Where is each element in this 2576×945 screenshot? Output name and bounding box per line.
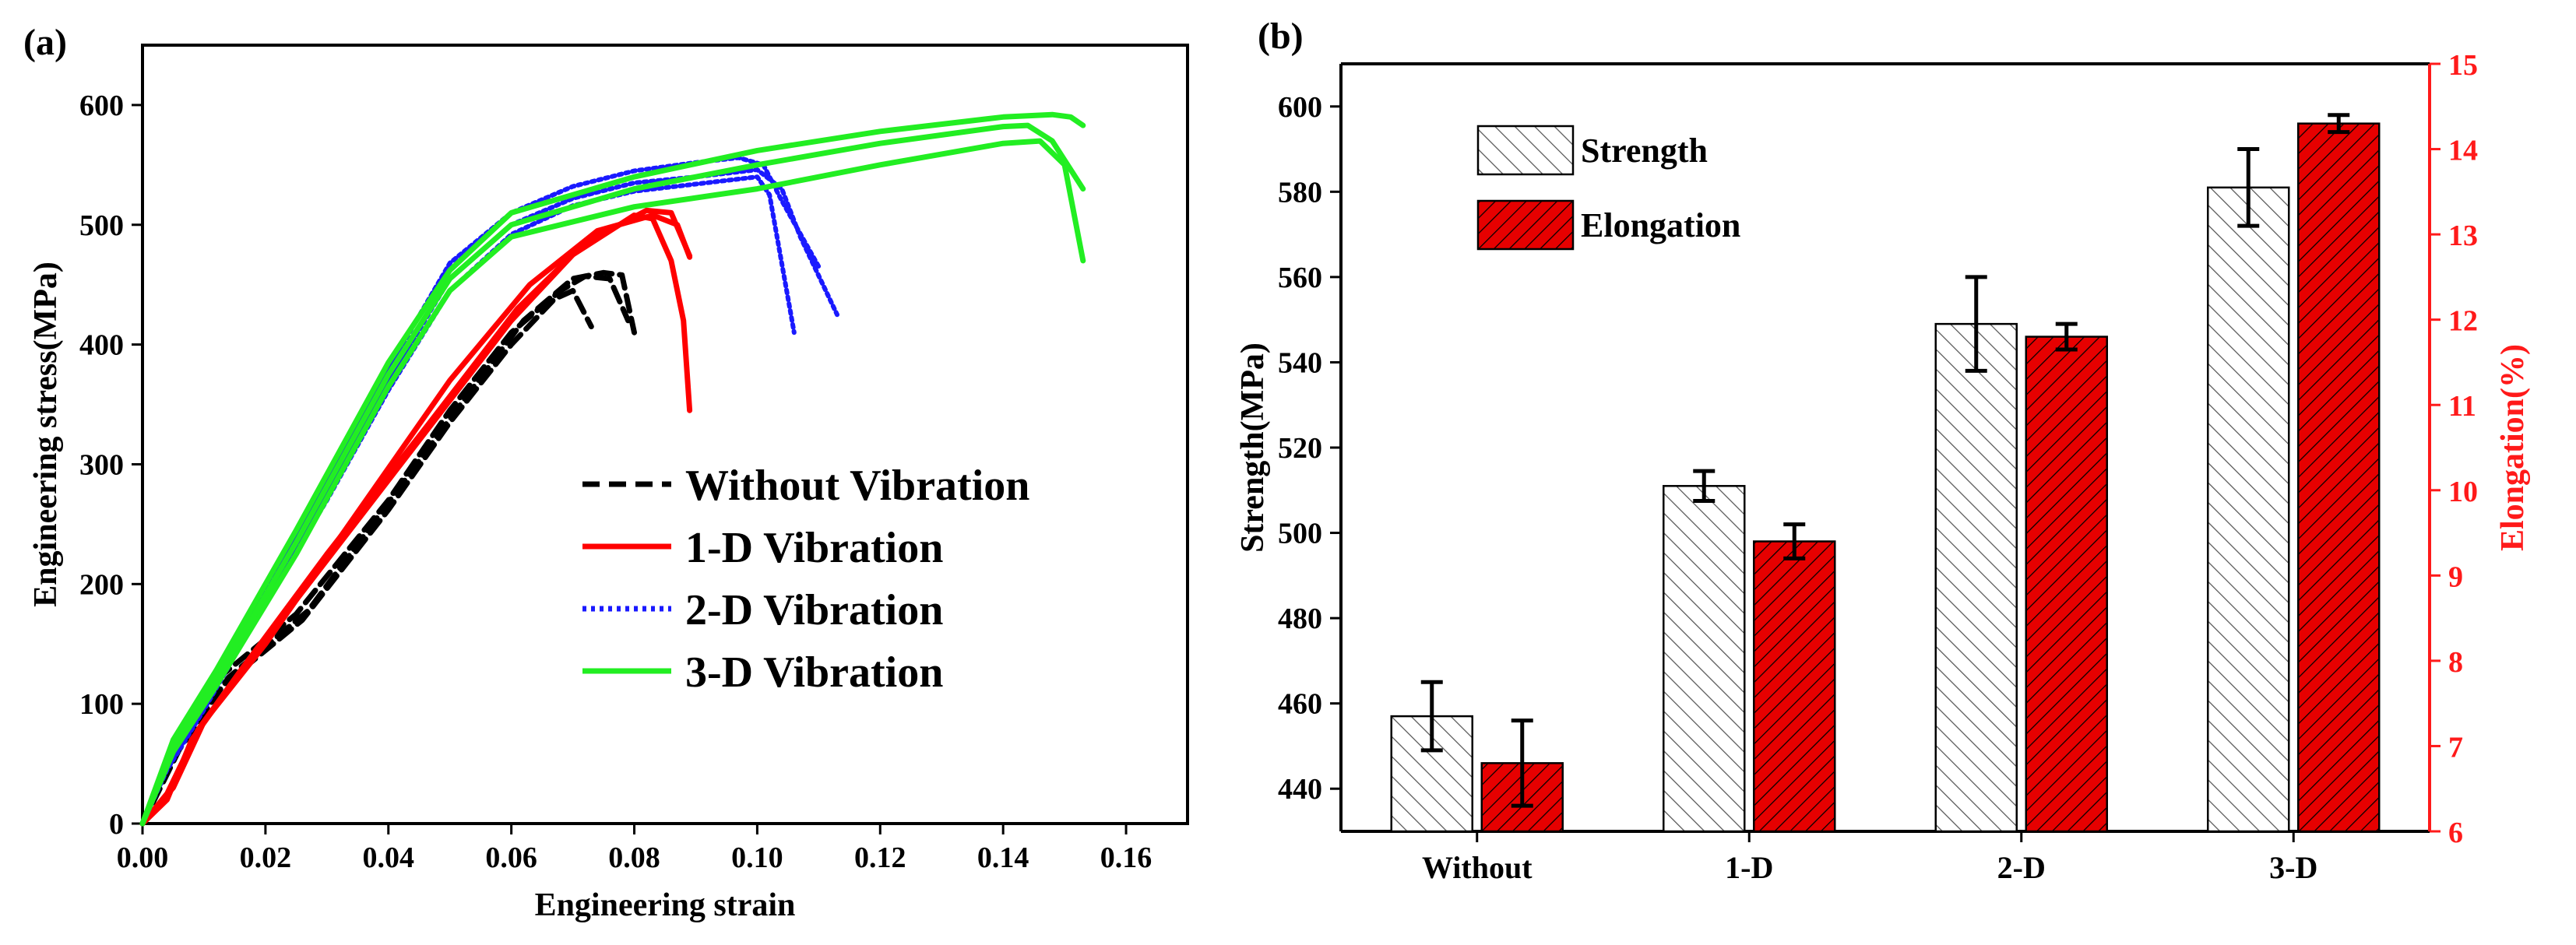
- y-axis-label-a: Engineering stress(MPa): [28, 262, 64, 607]
- x-tick-label-a: 0.12: [854, 841, 906, 874]
- x-tick-label-a: 0.06: [485, 841, 537, 874]
- y-tick-label-a: 200: [79, 568, 124, 601]
- legend-label-b: Strength: [1581, 132, 1708, 170]
- x-tick-label-a: 0.10: [731, 841, 783, 874]
- plot-frame-a: [141, 44, 1189, 825]
- panel-a-curves: [139, 111, 1086, 827]
- legend-label-a: 1-D Vibration: [685, 524, 943, 572]
- errorbar-elongation-1-d: [1783, 522, 1806, 560]
- x-axis-label-a: Engineering strain: [535, 887, 796, 923]
- y2-tick-label-b: 14: [2448, 135, 2478, 167]
- errorbar-elongation-2-d: [2055, 321, 2078, 352]
- y-tick-label-a: 400: [79, 329, 124, 362]
- curve-without-vibration-2: [139, 287, 594, 827]
- y-tick-label-b: 440: [1278, 773, 1322, 806]
- panel-b-axes: 440 460 480 500 520 540 560 580 600 6 7 8 9 10 11 12 13 1…: [1235, 49, 2531, 885]
- curve-without-vibration-3: [139, 269, 637, 827]
- bar-elongation-1-d: [1753, 540, 1836, 833]
- y-tick-label-b: 480: [1278, 602, 1322, 635]
- errorbar-strength-3-d: [2237, 147, 2260, 228]
- x-tick-label-a: 0.00: [117, 841, 169, 874]
- x-tick-label-a: 0.16: [1100, 841, 1153, 874]
- y2-tick-label-b: 8: [2448, 646, 2463, 679]
- curve-without-vibration-1: [139, 273, 632, 827]
- y2-tick-label-b: 10: [2448, 476, 2478, 508]
- curve-3-d-vibration-3: [139, 111, 1086, 827]
- errorbar-elongation-3-d: [2328, 113, 2350, 135]
- y2-tick-label-b: 7: [2448, 731, 2463, 764]
- y-tick-label-a: 0: [109, 808, 124, 841]
- panel-b-bars: [1390, 113, 2381, 833]
- bar-strength-2-d: [1934, 322, 2018, 833]
- errorbar-strength-2-d: [1965, 275, 1987, 373]
- x-tick-label-b: 2-D: [1997, 850, 2046, 885]
- errorbar-strength-without: [1420, 680, 1443, 753]
- legend-label-a: Without Vibration: [685, 462, 1029, 510]
- y-axis-label-b: Strength(MPa): [1235, 343, 1271, 553]
- bar-strength-3-d: [2207, 186, 2290, 833]
- bar-elongation-2-d: [2025, 335, 2108, 833]
- x-tick-label-a: 0.08: [608, 841, 660, 874]
- y2-tick-label-b: 6: [2448, 817, 2463, 849]
- panel-a-label: (a): [23, 22, 67, 63]
- panel-a-axes: 0.00 0.02 0.04 0.06 0.08 0.10 0.12 0.14 0.16 0 100…: [28, 44, 1189, 923]
- x-tick-label-b: 1-D: [1725, 850, 1773, 885]
- y-tick-label-b: 540: [1278, 346, 1322, 379]
- y2-tick-label-b: 13: [2448, 220, 2478, 252]
- errorbar-elongation-without: [1511, 718, 1533, 808]
- y-tick-label-b: 560: [1278, 262, 1322, 294]
- legend-swatch-b: [1476, 199, 1575, 251]
- x-tick-label-a: 0.14: [977, 841, 1029, 874]
- bar-strength-1-d: [1663, 485, 1746, 833]
- y2-tick-label-b: 15: [2448, 49, 2478, 82]
- y2-tick-label-b: 11: [2448, 390, 2476, 423]
- errorbar-strength-1-d: [1693, 469, 1716, 503]
- panel-b-label: (b): [1258, 16, 1304, 57]
- y-tick-label-b: 520: [1278, 432, 1322, 465]
- x-tick-label-a: 0.04: [363, 841, 415, 874]
- x-tick-label-b: 3-D: [2269, 850, 2317, 885]
- curve-3-d-vibration-2: [139, 122, 1086, 827]
- curve-1-d-vibration-1: [139, 213, 693, 827]
- legend-swatch-b: [1476, 125, 1575, 176]
- x-tick-label-b: Without: [1422, 850, 1533, 885]
- y-tick-label-a: 300: [79, 448, 124, 481]
- y-tick-label-b: 460: [1278, 688, 1322, 721]
- panel-a-legend: Without Vibration 1-D Vibration 2-D Vibrat…: [582, 462, 1029, 697]
- curve-3-d-vibration-1: [139, 138, 1086, 827]
- y2-tick-label-b: 12: [2448, 305, 2478, 338]
- y-tick-label-b: 600: [1278, 91, 1322, 124]
- y-tick-label-a: 500: [79, 209, 124, 242]
- curve-1-d-vibration-3: [139, 213, 693, 827]
- curve-1-d-vibration-2: [139, 207, 693, 827]
- y2-tick-label-b: 9: [2448, 560, 2463, 593]
- x-tick-label-a: 0.02: [240, 841, 292, 874]
- panel-b-legend: Strength Elongation: [1476, 125, 1740, 251]
- bar-elongation-3-d: [2297, 122, 2381, 833]
- legend-label-a: 2-D Vibration: [685, 586, 943, 634]
- y-tick-label-a: 600: [79, 90, 124, 122]
- y-tick-label-b: 580: [1278, 176, 1322, 209]
- y2-axis-label-b: Elongation(%): [2495, 344, 2531, 551]
- y-tick-label-b: 500: [1278, 518, 1322, 550]
- legend-label-a: 3-D Vibration: [685, 648, 943, 697]
- y-tick-label-a: 100: [79, 688, 124, 721]
- legend-label-b: Elongation: [1581, 206, 1740, 244]
